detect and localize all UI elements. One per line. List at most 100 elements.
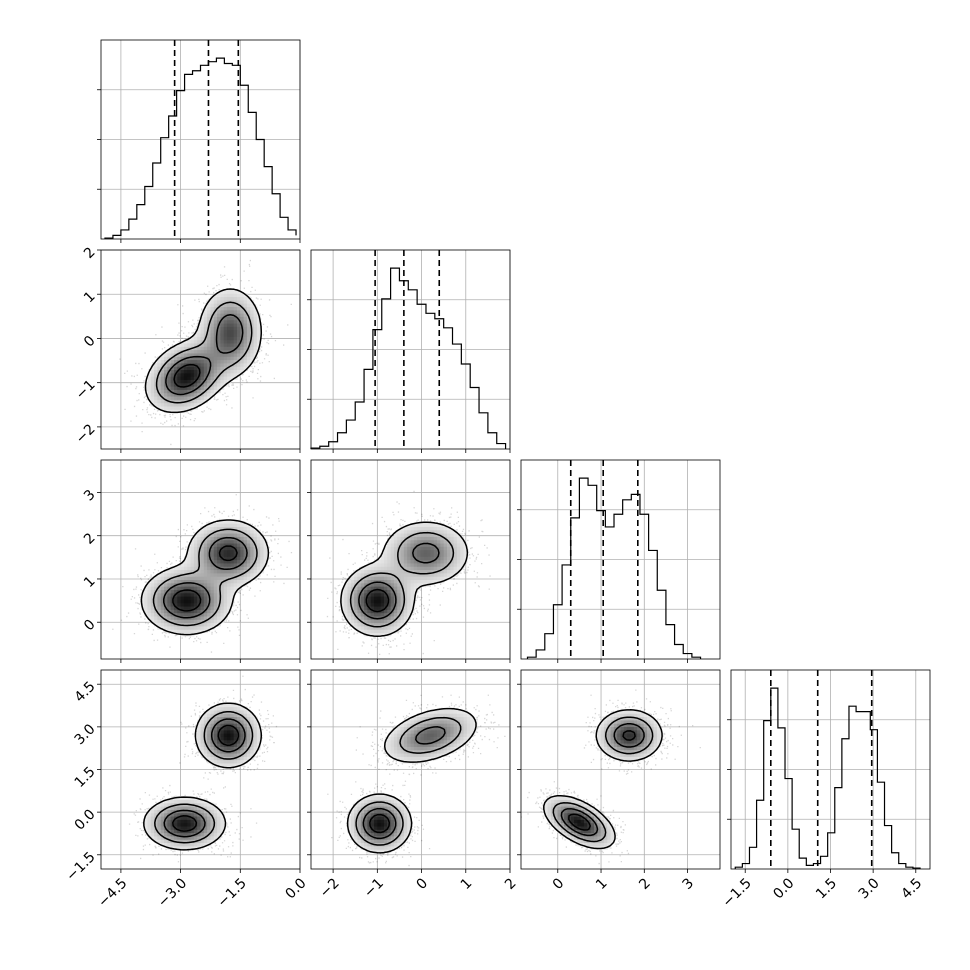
density-cell [637,709,641,714]
density-cell [233,549,238,554]
density-cell [200,352,205,357]
density-cell [393,839,398,844]
density-cell [200,589,205,594]
density-cell [410,586,415,590]
density-cell [167,582,172,587]
density-cell [203,605,208,610]
density-cell [370,612,375,617]
density-cell [227,336,231,341]
density-cell [217,293,221,298]
density-cell [170,592,175,597]
density-cell [403,615,408,620]
density-cell [180,562,185,567]
density-cell [210,389,215,394]
density-cell [177,825,182,830]
density-cell [370,595,375,600]
density-cell [610,716,615,721]
density-cell [217,749,221,754]
density-cell [170,352,175,357]
density-cell [630,756,635,761]
density-cell [387,579,392,584]
density-cell [236,576,241,580]
density-cell [236,306,241,311]
density-cell [183,629,188,634]
density-cell [210,572,215,577]
density-cell [164,612,168,617]
density-cell [243,709,248,714]
density-cell [157,359,162,364]
density-cell [223,719,228,724]
density-cell [233,322,238,327]
density-cell [627,752,632,757]
density-cell [207,716,212,721]
density-cell [633,709,638,714]
density-cell [177,599,182,604]
density-cell [466,716,471,721]
density-cell [180,389,185,394]
density-cell [446,572,451,577]
density-cell [574,805,578,810]
density-cell [193,402,198,407]
density-cell [246,352,251,357]
density-cell [210,523,215,527]
density-cell [213,622,218,627]
density-cell [177,805,182,810]
density-cell [463,726,468,731]
y-tick-label: 0 [81,617,99,635]
density-cell [453,542,458,547]
density-cell [450,532,455,537]
density-cell [220,296,225,301]
density-cell [354,605,359,610]
density-cell [407,595,412,600]
density-cell [200,809,205,814]
density-cell [417,739,422,744]
density-cell [423,729,428,734]
density-cell [420,542,425,547]
density-cell [213,822,218,827]
density-cell [187,602,192,607]
density-cell [217,296,221,301]
density-cell [390,749,395,754]
density-cell [344,605,349,610]
density-cell [407,723,412,727]
contour-line [172,545,238,612]
density-cell [403,586,408,590]
density-cell [433,539,438,544]
density-cell [246,336,251,341]
density-cell [197,356,202,361]
density-cell [446,569,451,574]
density-cell [413,532,418,537]
density-cell [390,819,395,824]
density-cell [600,829,605,834]
density-cell [173,402,178,407]
density-cell [410,572,415,577]
density-cell [200,726,205,731]
density-cell [173,376,178,380]
density-cell [433,529,438,534]
density-cell [357,835,362,840]
density-cell [197,815,202,820]
density-cell [246,556,251,561]
density-cell [147,605,152,610]
density-cell [213,815,218,820]
density-cell [577,819,582,824]
density-cell [387,589,392,594]
density-cell [227,562,231,567]
density-cell [587,835,592,840]
density-cell [197,835,202,840]
density-cell [627,716,632,721]
density-cell [243,359,248,364]
density-cell [213,546,218,551]
density-cell [397,736,402,741]
density-cell [410,592,415,597]
density-cell [383,796,388,800]
density-cell [453,556,458,561]
density-cell [167,805,172,810]
density-cell [437,719,441,724]
density-cell [236,582,241,587]
density-cell [403,526,408,531]
density-cell [413,549,418,554]
density-cell [213,716,218,721]
density-cell [440,532,445,537]
density-cell [390,832,395,837]
